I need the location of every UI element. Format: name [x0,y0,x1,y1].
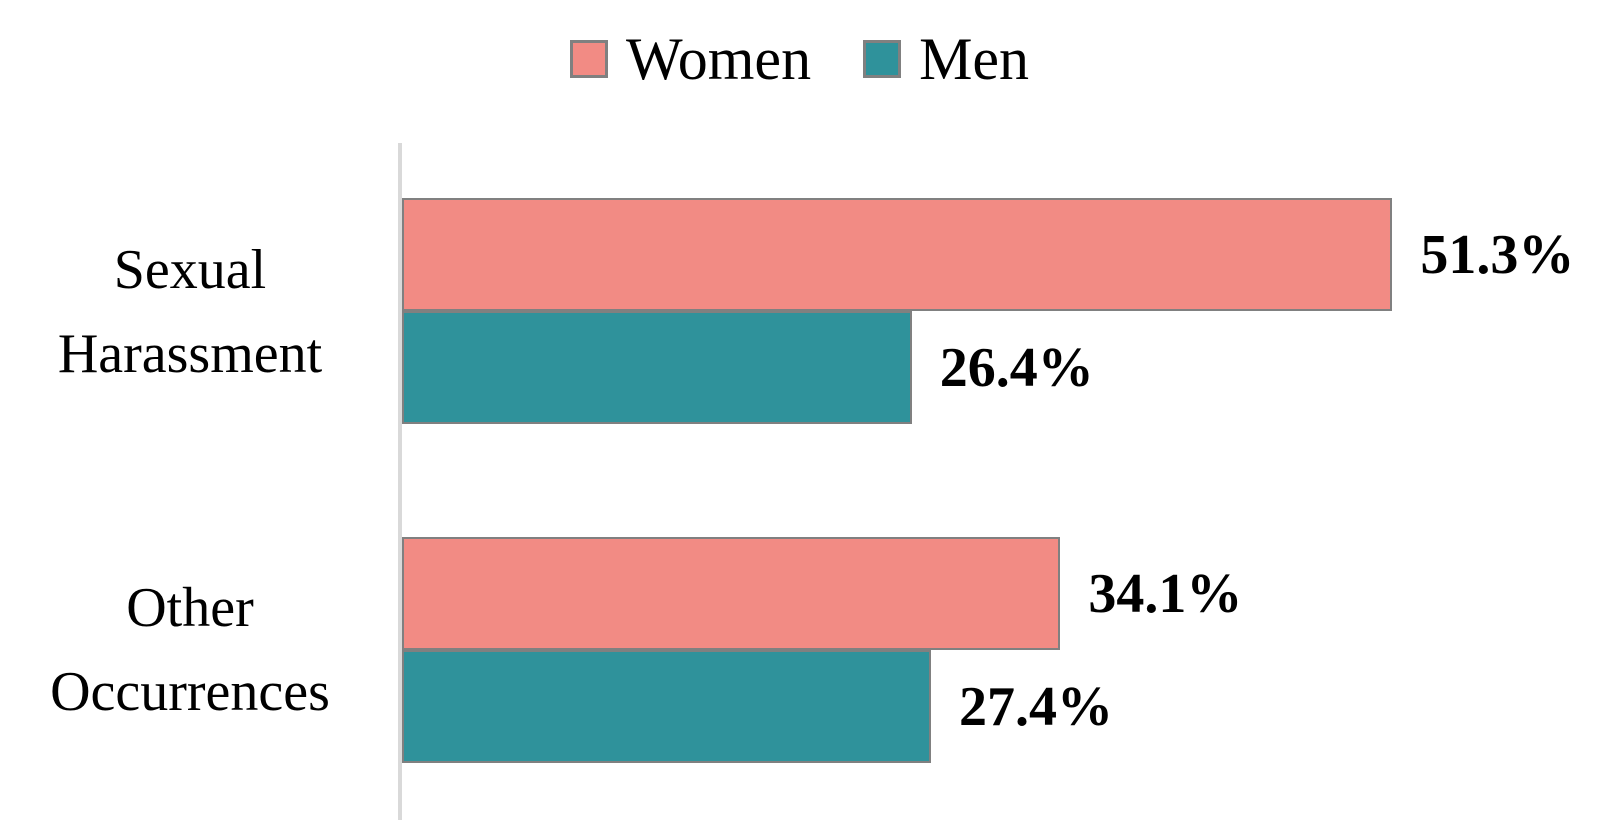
legend: Women Men [0,14,1599,104]
plot-area: 51.3% 26.4% 34.1% 27.4% [398,143,1599,820]
category-label-sexual-harassment: Sexual Harassment [57,238,323,385]
legend-item-men: Men [863,29,1029,89]
men-swatch-icon [863,40,902,78]
category-label-other-occurrences: Other Occurrences [50,577,330,723]
legend-item-women: Women [569,26,812,92]
bar-men-sexual-harassment [402,311,912,424]
bar-women-other-occurrences [402,537,1061,650]
bar-men-other-occurrences [402,650,931,763]
value-label-women-sexual-harassment: 51.3% [1420,223,1575,286]
legend-label-men: Men [919,26,1030,92]
bar-women-sexual-harassment [402,198,1393,311]
legend-label-women: Women [625,26,812,92]
women-swatch-icon [569,40,608,78]
value-label-women-other-occurrences: 34.1% [1088,562,1243,625]
value-label-men-sexual-harassment: 26.4% [939,336,1094,399]
value-label-men-other-occurrences: 27.4% [958,675,1113,738]
